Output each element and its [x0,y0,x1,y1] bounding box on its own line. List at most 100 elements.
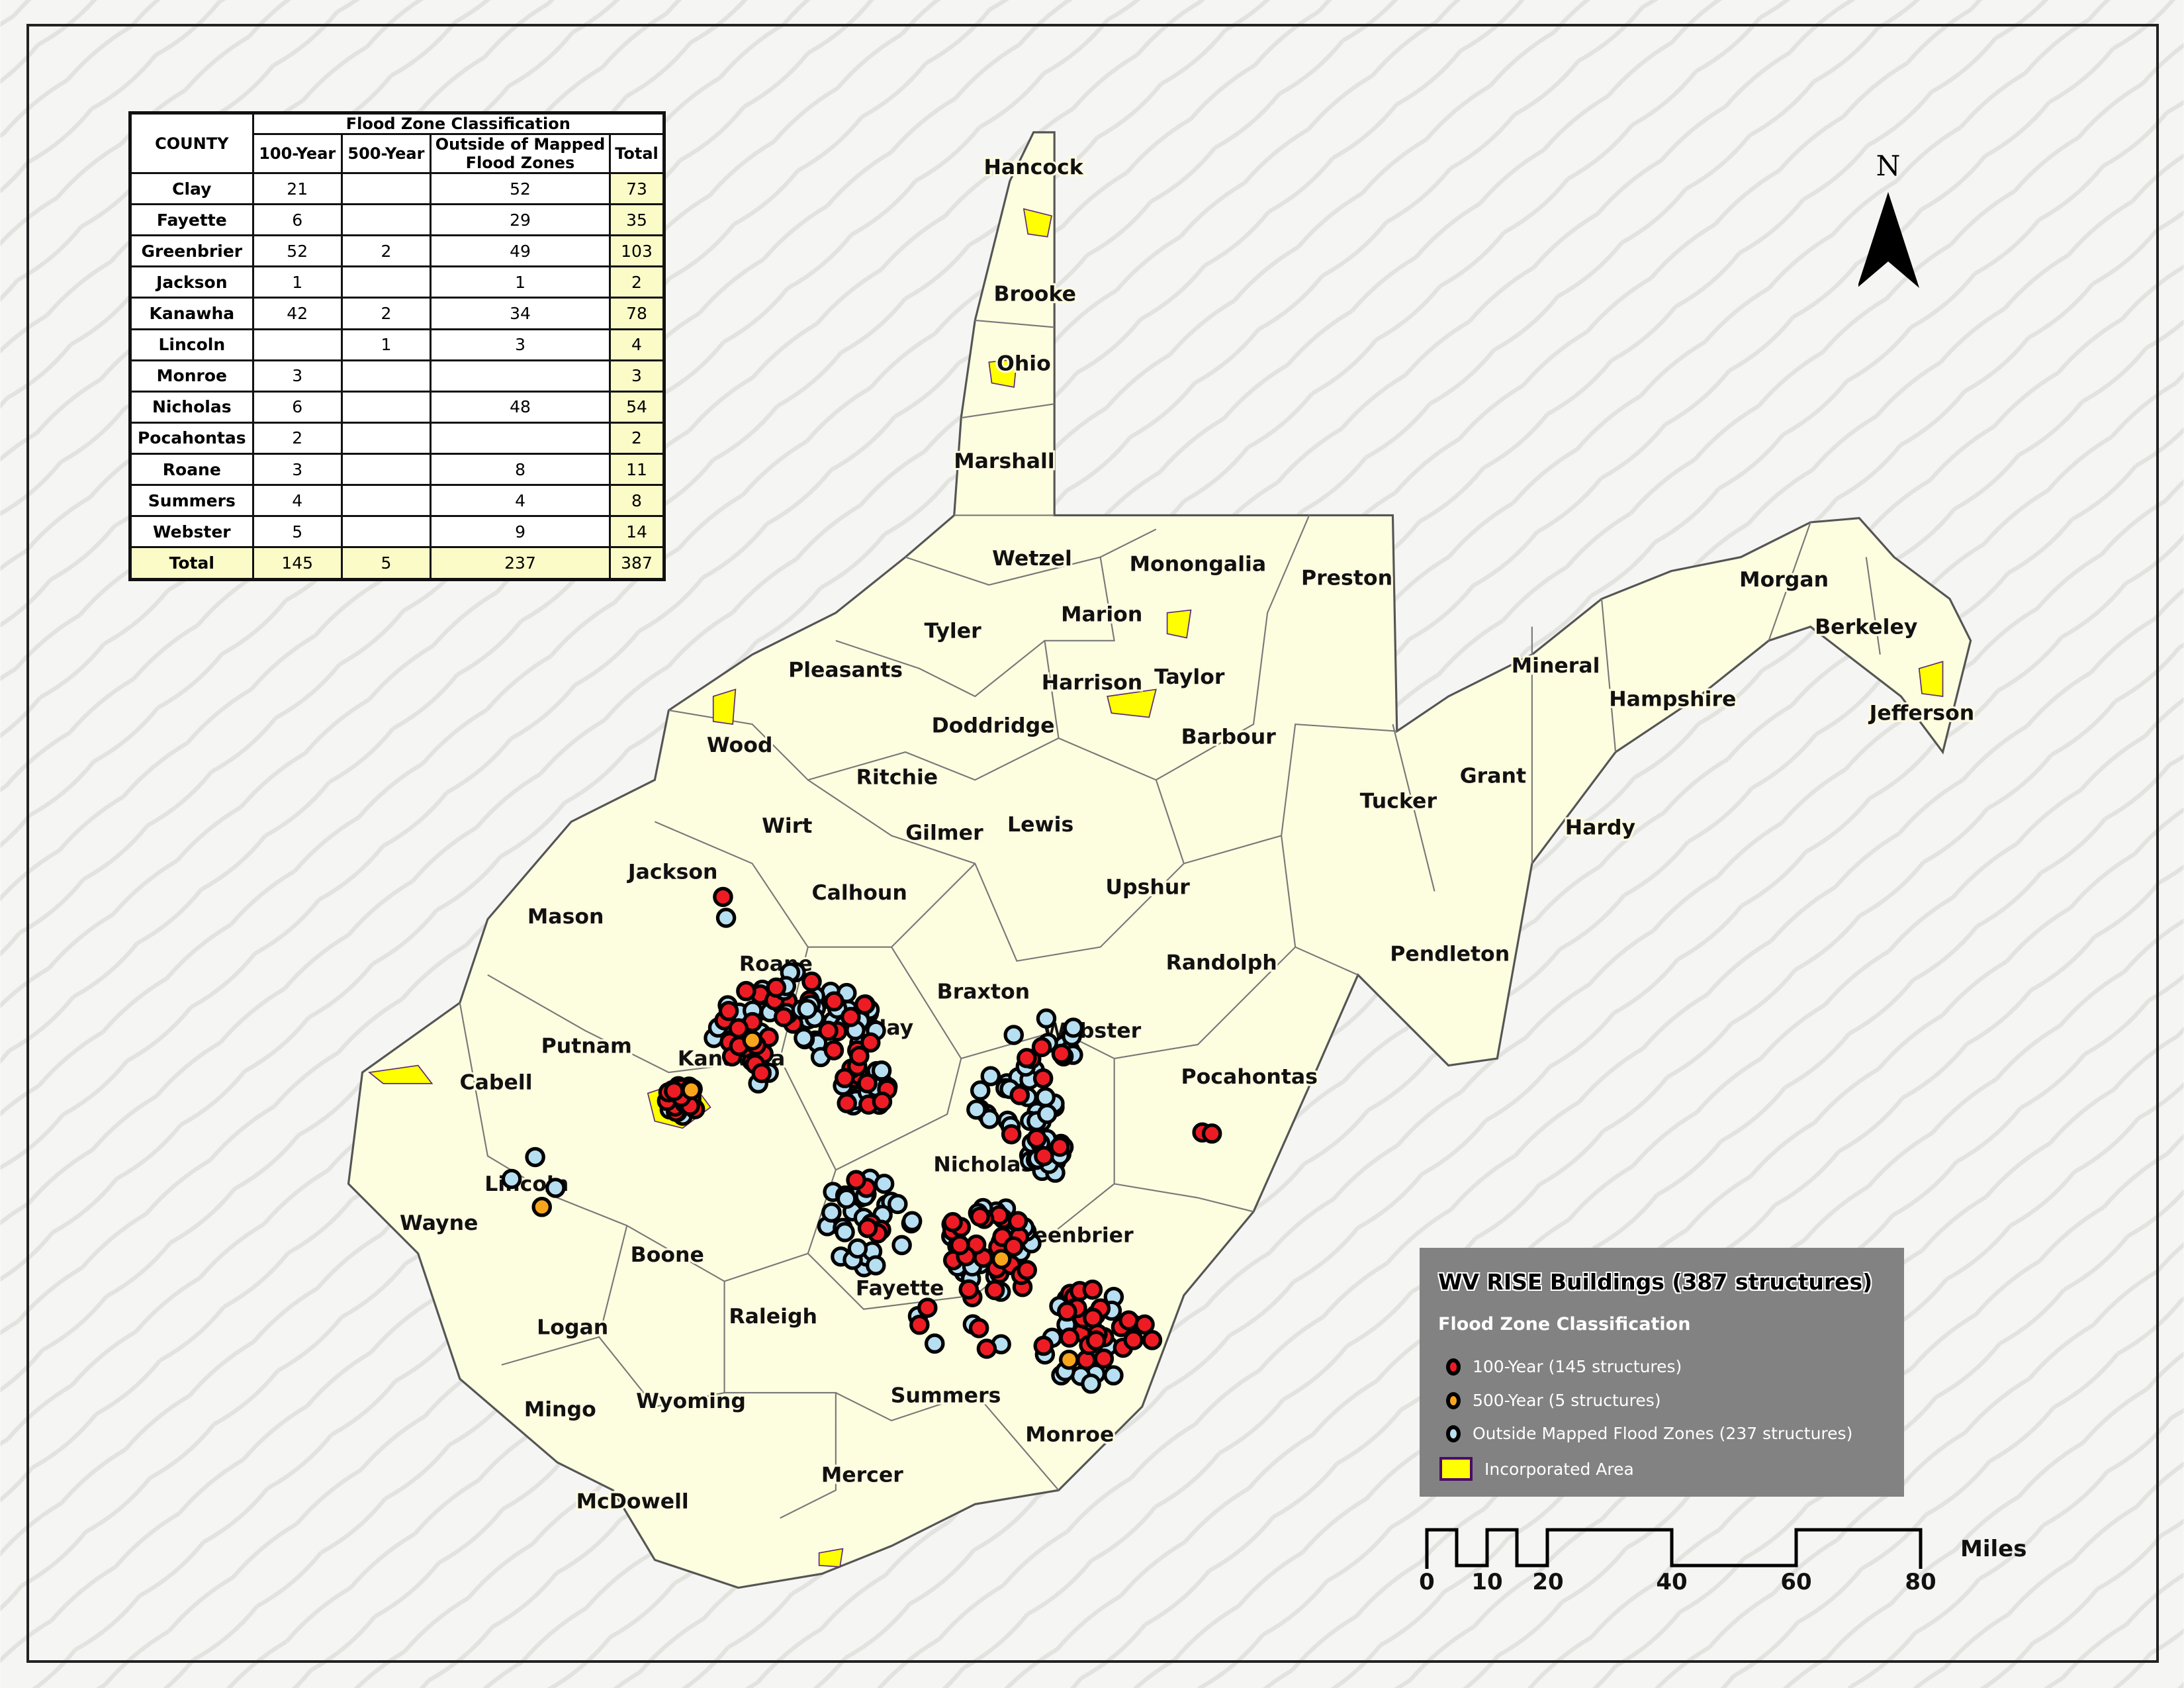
structure-point-outside[interactable] [887,1194,908,1215]
structure-point-100-year[interactable] [1093,1348,1115,1369]
structure-point-outside[interactable] [874,1174,895,1194]
structure-point-outside[interactable] [1035,1087,1056,1107]
structure-point-100-year[interactable] [860,1032,881,1053]
structure-point-100-year[interactable] [950,1235,970,1256]
structure-point-100-year[interactable] [1007,1211,1028,1232]
structure-point-outside[interactable] [794,1027,814,1049]
structure-point-outside[interactable] [821,1202,842,1223]
structure-point-100-year[interactable] [801,971,822,992]
county-label-morgan: Morgan [1739,568,1829,592]
structure-point-100-year[interactable] [1134,1314,1155,1335]
structure-point-100-year[interactable] [1003,1236,1024,1257]
structure-point-500-year[interactable] [681,1080,702,1100]
structure-point-outside[interactable] [501,1168,522,1190]
structure-point-100-year[interactable] [854,994,875,1015]
structure-point-500-year[interactable] [991,1248,1012,1270]
structure-point-100-year[interactable] [846,1170,866,1190]
structure-point-100-year[interactable] [1050,1137,1070,1157]
structure-point-outside[interactable] [1003,1025,1024,1045]
structure-point-outside[interactable] [1036,1008,1057,1029]
structure-point-100-year[interactable] [773,1007,794,1027]
structure-point-500-year[interactable] [531,1197,552,1217]
structure-point-outside[interactable] [966,1099,987,1120]
col-100-year: 100-Year [251,133,343,174]
structure-point-100-year[interactable] [1026,1128,1047,1149]
structure-point-outside[interactable] [1036,1103,1058,1125]
structure-point-100-year[interactable] [1051,1043,1072,1064]
structure-point-100-year[interactable] [970,1206,990,1227]
table-row: Pocahontas 2 2 [129,421,665,455]
structure-point-outside[interactable] [847,1238,868,1259]
structure-point-100-year[interactable] [841,1007,861,1027]
structure-point-outside[interactable] [871,1060,892,1081]
structure-point-100-year[interactable] [837,1093,857,1113]
structure-point-outside[interactable] [1063,1017,1084,1038]
structure-point-100-year[interactable] [1082,1280,1103,1300]
structure-point-outside[interactable] [924,1333,945,1354]
structure-point-100-year[interactable] [1083,1307,1103,1329]
structure-point-outside[interactable] [901,1211,923,1232]
structure-point-outside[interactable] [1081,1374,1101,1394]
structure-point-100-year[interactable] [917,1297,938,1318]
structure-point-100-year[interactable] [984,1280,1005,1301]
structure-point-100-year[interactable] [872,1091,893,1112]
structure-point-100-year[interactable] [1118,1310,1139,1331]
structure-point-100-year[interactable] [909,1315,930,1335]
structure-point-100-year[interactable] [823,1040,844,1060]
structure-point-100-year[interactable] [718,1001,739,1021]
structure-point-100-year[interactable] [751,1062,772,1084]
structure-points [501,886,1222,1394]
structure-point-outside[interactable] [715,908,737,928]
structure-point-100-year[interactable] [1057,1301,1077,1322]
structure-point-100-year[interactable] [1009,1085,1030,1105]
structure-point-500-year[interactable] [1059,1349,1079,1370]
structure-point-100-year[interactable] [1033,1335,1054,1356]
structure-point-outside[interactable] [835,1222,855,1243]
county-label-monroe: Monroe [1025,1423,1114,1447]
cell-county: Monroe [129,359,254,393]
structure-point-100-year[interactable] [713,886,733,908]
structure-point-outside[interactable] [797,999,817,1019]
structure-point-outside[interactable] [1103,1365,1124,1385]
structure-point-500-year[interactable] [742,1030,763,1051]
structure-point-100-year[interactable] [728,1018,749,1039]
structure-point-100-year[interactable] [824,991,844,1012]
structure-point-outside[interactable] [970,1080,991,1101]
structure-point-outside[interactable] [866,1255,886,1276]
structure-point-100-year[interactable] [1032,1068,1054,1089]
structure-point-outside[interactable] [836,1188,857,1209]
cell-outside: 8 [430,452,612,487]
structure-point-100-year[interactable] [736,980,756,1002]
structure-point-100-year[interactable] [849,1045,870,1066]
structure-point-100-year[interactable] [968,1318,989,1338]
structure-point-outside[interactable] [891,1235,912,1256]
structure-point-100-year[interactable] [1123,1330,1144,1350]
structure-point-100-year[interactable] [1085,1330,1107,1351]
structure-point-outside[interactable] [525,1147,545,1168]
structure-point-100-year[interactable] [1017,1048,1037,1068]
structure-point-100-year[interactable] [766,977,787,998]
structure-point-100-year[interactable] [664,1080,684,1102]
county-label-raleigh: Raleigh [729,1305,817,1329]
cell-y100: 6 [251,203,343,237]
structure-point-100-year[interactable] [857,1073,878,1094]
structure-point-100-year[interactable] [942,1211,963,1233]
structure-point-100-year[interactable] [1142,1330,1163,1350]
structure-point-100-year[interactable] [818,1020,839,1041]
structure-point-outside[interactable] [979,1109,1000,1129]
structure-point-100-year[interactable] [958,1279,979,1300]
structure-point-100-year[interactable] [1017,1260,1037,1280]
structure-point-outside[interactable] [545,1178,566,1198]
structure-point-100-year[interactable] [976,1338,997,1359]
cell-y100 [251,328,343,361]
structure-point-100-year[interactable] [1031,1037,1052,1058]
structure-point-100-year[interactable] [857,1217,878,1239]
structure-point-100-year[interactable] [1034,1146,1054,1166]
structure-point-100-year[interactable] [1201,1123,1222,1144]
orange-dot-icon [1446,1391,1461,1409]
structure-point-100-year[interactable] [1059,1327,1080,1348]
structure-point-100-year[interactable] [835,1068,855,1088]
structure-point-100-year[interactable] [1001,1124,1022,1145]
structure-point-outside[interactable] [980,1066,1001,1086]
